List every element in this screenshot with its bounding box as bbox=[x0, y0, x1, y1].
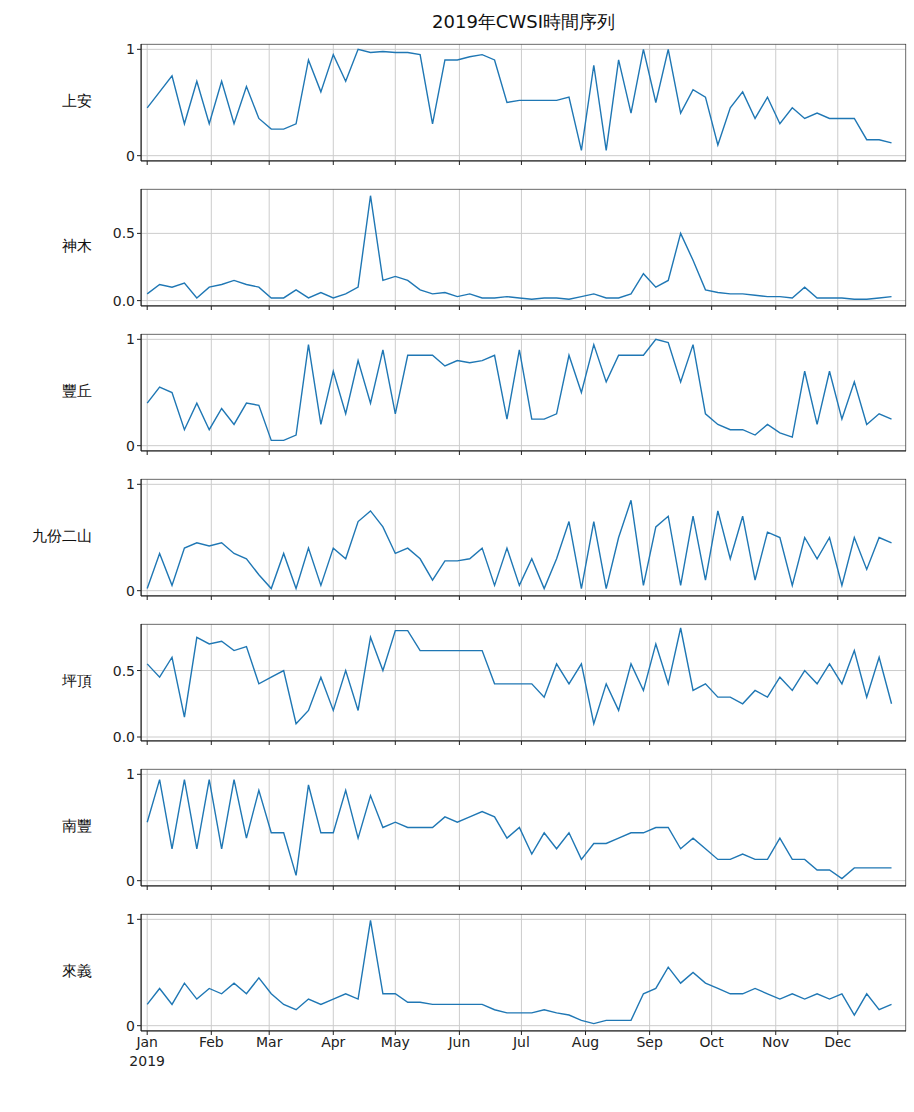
svg-text:1: 1 bbox=[126, 331, 135, 347]
svg-text:0: 0 bbox=[126, 1018, 135, 1034]
svg-text:0: 0 bbox=[126, 583, 135, 599]
svg-text:0.5: 0.5 bbox=[113, 225, 135, 241]
html-text:來義: 來義 bbox=[62, 961, 92, 980]
svg-text:Aug: Aug bbox=[572, 1034, 599, 1050]
svg-text:1: 1 bbox=[126, 766, 135, 782]
svg-text:Apr: Apr bbox=[321, 1034, 345, 1050]
svg-text:1: 1 bbox=[126, 41, 135, 57]
svg-text:May: May bbox=[381, 1034, 410, 1050]
svg-text:0: 0 bbox=[126, 148, 135, 164]
svg-text:Nov: Nov bbox=[762, 1034, 789, 1050]
html-text:2019: 2019 bbox=[129, 1053, 165, 1069]
html-text:九份二山: 九份二山 bbox=[32, 526, 92, 545]
svg-text:1: 1 bbox=[126, 476, 135, 492]
svg-text:Sep: Sep bbox=[636, 1034, 663, 1050]
html-text:神木: 神木 bbox=[62, 236, 92, 255]
html-text:南豐: 南豐 bbox=[62, 816, 92, 835]
html-text:豐丘: 豐丘 bbox=[62, 381, 92, 400]
svg-text:0.0: 0.0 bbox=[113, 729, 135, 745]
svg-text:0.5: 0.5 bbox=[113, 663, 135, 679]
svg-text:0: 0 bbox=[126, 873, 135, 889]
svg-text:0: 0 bbox=[126, 438, 135, 454]
svg-text:Jun: Jun bbox=[447, 1034, 470, 1050]
svg-text:Feb: Feb bbox=[199, 1034, 224, 1050]
svg-text:0.0: 0.0 bbox=[113, 293, 135, 309]
svg-text:Mar: Mar bbox=[256, 1034, 283, 1050]
svg-text:Jan: Jan bbox=[135, 1034, 158, 1050]
svg-text:Dec: Dec bbox=[824, 1034, 851, 1050]
html-text:坪頂: 坪頂 bbox=[62, 671, 92, 690]
svg-text:1: 1 bbox=[126, 911, 135, 927]
svg-text:Jul: Jul bbox=[512, 1034, 530, 1050]
svg-text:Oct: Oct bbox=[700, 1034, 725, 1050]
html-text:2019年CWSI時間序列: 2019年CWSI時間序列 bbox=[432, 11, 615, 32]
html-text:上安: 上安 bbox=[62, 91, 92, 110]
